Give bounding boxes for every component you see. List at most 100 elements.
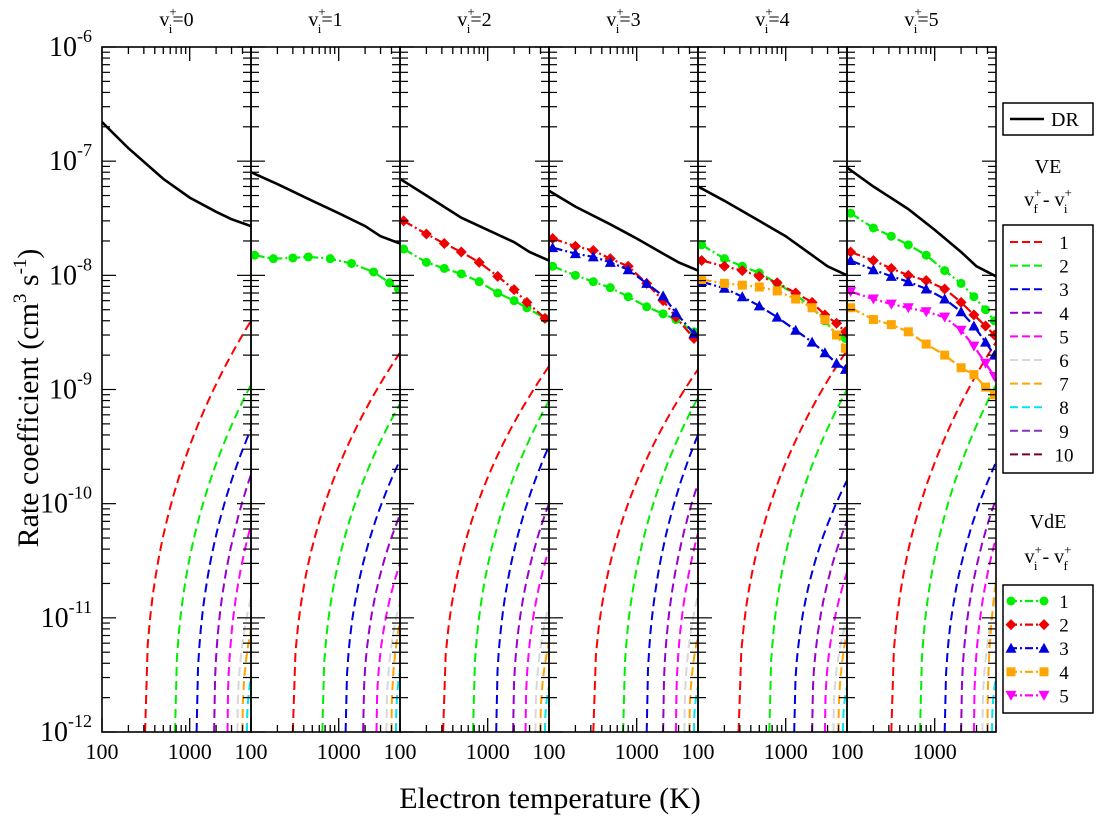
legend-ve-subtitle-b: v [1055, 189, 1065, 211]
ve-curve-4 [811, 521, 847, 732]
legend-ve-subtitle-a-sup: + [1034, 185, 1041, 200]
vde-point-1 [251, 250, 260, 260]
vde-point-3 [641, 277, 653, 288]
vde-point-3 [955, 306, 967, 317]
panel-title: v+ i=1 [308, 4, 342, 36]
vde-point-1 [421, 257, 431, 267]
vde-point-3 [753, 300, 765, 311]
panel-title-sup: + [914, 4, 921, 19]
vde-point-3 [587, 251, 599, 262]
vde-point-4 [754, 282, 764, 292]
ve-curve-5 [823, 572, 847, 732]
y-tick-label: 10-8 [49, 254, 92, 291]
vde-point-1 [369, 267, 379, 277]
panel-0: v+ i=0 100 1000 [86, 4, 252, 764]
vde-point-1 [456, 269, 466, 279]
vde-point-3 [604, 256, 616, 267]
legend-ve-label: 2 [1059, 257, 1069, 278]
vde-point-3 [622, 264, 634, 275]
panel-title-eq: =2 [470, 9, 491, 31]
vde-point-1 [921, 250, 931, 260]
legend-ve-label: 9 [1059, 422, 1069, 443]
vde-point-4 [969, 370, 979, 380]
dr-curve [102, 121, 251, 228]
ve-curve-1 [442, 365, 549, 732]
panel-plot-area [102, 121, 251, 732]
vde-point-1 [903, 240, 913, 250]
vde-point-3 [831, 357, 843, 368]
y-tick-label: 10-12 [40, 711, 92, 748]
vde-point-1 [847, 208, 856, 218]
panel-title-eq: =3 [619, 9, 640, 31]
vde-point-1 [956, 278, 966, 288]
vde-point-2 [521, 296, 533, 308]
panel-title: v+ i=2 [457, 4, 491, 36]
y-tick-label-exp: -6 [77, 26, 92, 46]
vde-point-3 [790, 324, 802, 335]
vde-point-2 [587, 245, 599, 257]
legend-vde-label: 3 [1059, 639, 1069, 660]
vde-point-1 [969, 292, 979, 302]
vde-point-4 [956, 363, 966, 373]
x-tick-label: 100 [86, 739, 119, 764]
vde-point-5 [867, 294, 879, 305]
legend-ve-label: 4 [1059, 304, 1069, 325]
ve-curve-5 [375, 563, 400, 732]
legend-ve-label: 6 [1059, 351, 1069, 372]
legend-vde-subtitle-b-sub: f [1063, 558, 1068, 573]
ve-curve-3 [793, 479, 847, 732]
y-axis-label-end: ) [12, 249, 45, 259]
legend-vde-marker [1005, 642, 1017, 653]
y-tick-label: 10-9 [49, 369, 92, 406]
legend-vde-subtitle-b: v [1054, 546, 1064, 568]
y-tick-label-exp: -8 [77, 254, 92, 274]
vde-point-3 [806, 336, 818, 347]
ve-curve-4 [362, 514, 400, 732]
panel-plot-area [400, 177, 549, 732]
vde-point-5 [968, 341, 980, 352]
ve-curve-1 [291, 352, 400, 732]
panel-plot-area [251, 171, 400, 732]
vde-point-1 [605, 283, 615, 293]
panel-title-sub: i [765, 21, 769, 36]
vde-point-1 [393, 284, 400, 294]
legend-vde-label: 5 [1059, 686, 1069, 707]
vde-point-4 [832, 330, 842, 340]
y-tick-label-base: 10 [40, 489, 68, 520]
legend-ve-subtitle-a: v [1024, 189, 1034, 211]
legend-ve-title: VE [1035, 156, 1062, 178]
panel-5: v+ i=5 100 1000 [831, 4, 997, 764]
dr-curve [698, 185, 847, 277]
panel-title: v+ i=0 [159, 4, 193, 36]
vde-point-1 [981, 305, 991, 315]
vde-point-4 [772, 286, 782, 296]
panel-3: v+ i=3 100 1000 [533, 4, 699, 764]
ve-curve-7 [241, 628, 251, 732]
legend-vde-subtitle: v+ i - v+ f [1025, 542, 1072, 573]
panel-title: v+ i=5 [904, 4, 938, 36]
vde-point-1 [325, 254, 335, 264]
vde-point-2 [473, 256, 485, 268]
panel-title-sub: i [169, 21, 173, 36]
vde-point-3 [847, 254, 857, 265]
vde-point-1 [570, 270, 580, 280]
legend-vde-marker [1005, 619, 1017, 631]
dr-curve [251, 171, 400, 245]
x-tick-label: 100 [384, 739, 417, 764]
vde-point-1 [868, 223, 878, 233]
vde-point-1 [940, 266, 950, 276]
panel-title-base: v [755, 9, 765, 31]
y-tick-label-base: 10 [49, 146, 77, 177]
vde-point-5 [920, 307, 932, 318]
vde-point-4 [886, 320, 896, 330]
vde-curve-4 [850, 306, 996, 396]
ve-curve-6 [385, 600, 400, 732]
panel-title-base: v [606, 9, 616, 31]
vde-point-2 [955, 296, 967, 308]
vde-point-1 [509, 296, 519, 306]
panel-title: v+ i=4 [755, 4, 789, 36]
ve-curve-7 [539, 642, 549, 732]
y-tick-label-exp: -9 [77, 369, 92, 389]
panel-title-eq: =4 [768, 9, 789, 31]
